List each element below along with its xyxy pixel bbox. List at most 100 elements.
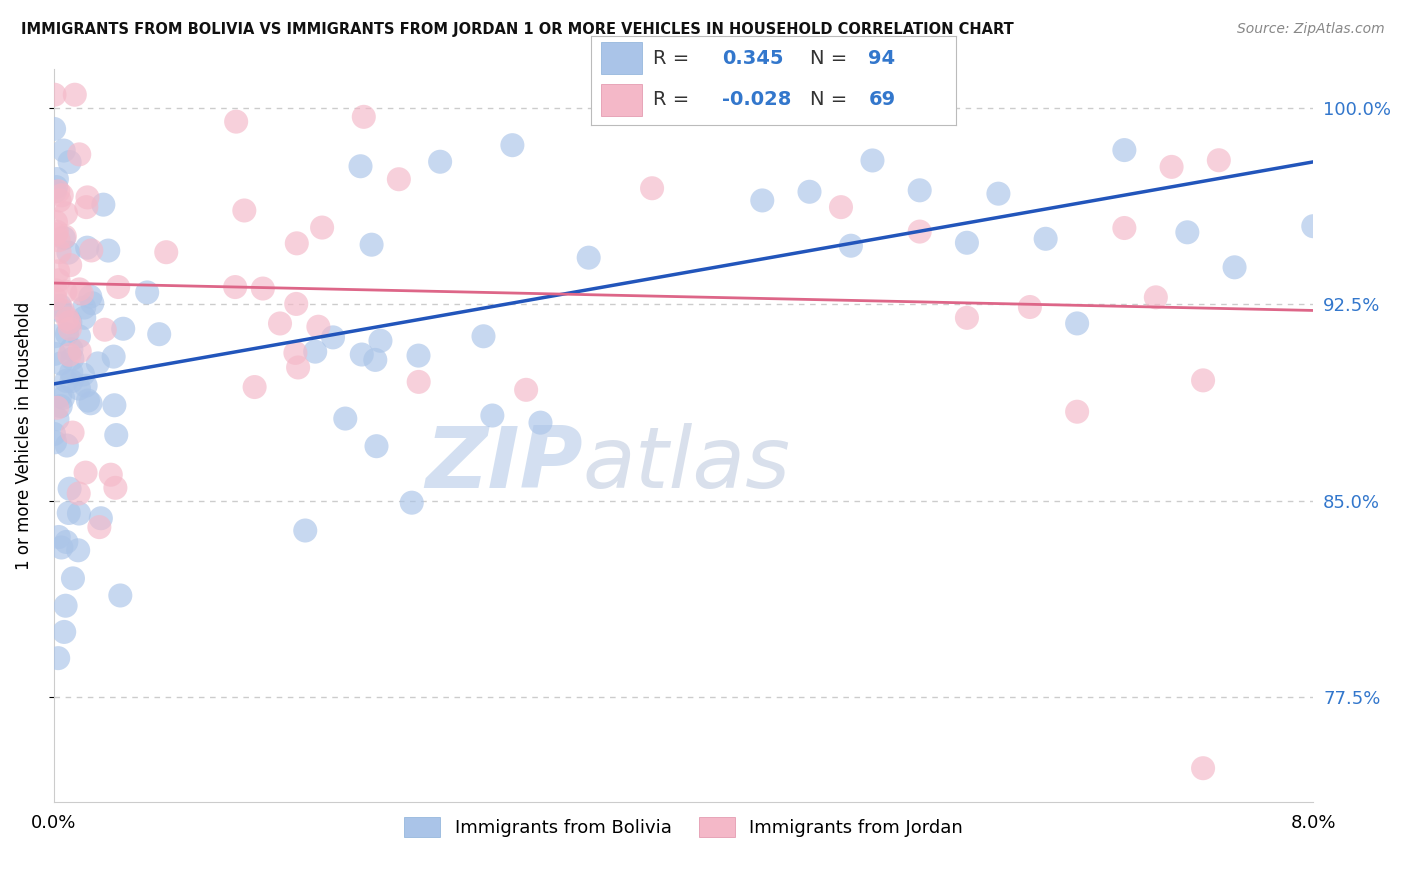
Point bbox=[58, 506, 80, 520]
Point bbox=[48, 245, 70, 260]
Point bbox=[112, 322, 135, 336]
Point bbox=[799, 185, 821, 199]
Point bbox=[45, 215, 67, 229]
Point bbox=[76, 190, 98, 204]
Point bbox=[1192, 761, 1215, 775]
Point bbox=[52, 144, 75, 158]
Point bbox=[155, 245, 177, 260]
Point bbox=[73, 310, 96, 325]
Point bbox=[1192, 373, 1215, 387]
Point bbox=[1175, 225, 1198, 239]
Text: N =: N = bbox=[810, 49, 846, 68]
Point bbox=[79, 290, 101, 304]
Point bbox=[322, 330, 344, 344]
Point bbox=[1381, 87, 1403, 102]
Point bbox=[49, 356, 72, 370]
Point bbox=[225, 114, 247, 128]
Point bbox=[58, 315, 80, 329]
Text: R =: R = bbox=[652, 90, 689, 109]
Point bbox=[70, 286, 93, 301]
Point bbox=[49, 399, 72, 413]
Point bbox=[105, 428, 128, 442]
Text: 69: 69 bbox=[869, 90, 896, 109]
Point bbox=[67, 507, 90, 521]
Point bbox=[52, 391, 75, 405]
Point bbox=[44, 347, 66, 361]
Point bbox=[63, 87, 86, 102]
Point bbox=[67, 329, 90, 343]
Point bbox=[56, 438, 79, 452]
Point bbox=[55, 206, 77, 220]
Point bbox=[46, 264, 69, 278]
Point bbox=[48, 194, 70, 208]
Point bbox=[224, 280, 246, 294]
Point bbox=[908, 225, 931, 239]
Point bbox=[388, 172, 411, 186]
Point bbox=[62, 571, 84, 585]
Point bbox=[51, 541, 73, 555]
Point bbox=[956, 235, 979, 250]
Point bbox=[1035, 232, 1057, 246]
Point bbox=[56, 311, 79, 326]
Point bbox=[769, 87, 792, 102]
Point bbox=[80, 244, 103, 258]
Point bbox=[79, 396, 101, 410]
Point bbox=[49, 389, 72, 403]
Point bbox=[501, 138, 523, 153]
Point bbox=[89, 520, 111, 534]
Point bbox=[48, 233, 70, 247]
Point bbox=[67, 147, 90, 161]
Point bbox=[62, 425, 84, 440]
Point bbox=[93, 197, 115, 211]
Point bbox=[104, 481, 127, 495]
Bar bbox=[602, 42, 641, 74]
Point bbox=[60, 374, 83, 388]
Point bbox=[90, 511, 112, 525]
Point bbox=[515, 383, 537, 397]
Point bbox=[55, 599, 77, 613]
Point bbox=[46, 651, 69, 665]
Point bbox=[1019, 300, 1042, 314]
Point bbox=[87, 356, 110, 370]
Point bbox=[1302, 219, 1324, 234]
Point bbox=[53, 624, 76, 639]
Point bbox=[366, 439, 388, 453]
Point bbox=[408, 349, 430, 363]
Point bbox=[55, 374, 77, 388]
Point bbox=[59, 155, 82, 169]
Point bbox=[350, 347, 373, 361]
Point bbox=[311, 220, 333, 235]
Point bbox=[44, 329, 66, 343]
Point bbox=[908, 183, 931, 197]
Legend: Immigrants from Bolivia, Immigrants from Jordan: Immigrants from Bolivia, Immigrants from… bbox=[396, 809, 970, 845]
Point bbox=[1160, 160, 1182, 174]
Text: 94: 94 bbox=[869, 49, 896, 68]
Point bbox=[481, 409, 503, 423]
Text: IMMIGRANTS FROM BOLIVIA VS IMMIGRANTS FROM JORDAN 1 OR MORE VEHICLES IN HOUSEHOL: IMMIGRANTS FROM BOLIVIA VS IMMIGRANTS FR… bbox=[21, 22, 1014, 37]
Point bbox=[364, 352, 387, 367]
Point bbox=[48, 273, 70, 287]
Point bbox=[429, 154, 451, 169]
Point bbox=[285, 236, 308, 251]
Point bbox=[285, 297, 308, 311]
Point bbox=[51, 188, 73, 202]
Bar bbox=[602, 84, 641, 116]
Point bbox=[42, 427, 65, 442]
Point bbox=[75, 200, 97, 214]
Y-axis label: 1 or more Vehicles in Household: 1 or more Vehicles in Household bbox=[15, 301, 32, 569]
Point bbox=[67, 486, 90, 500]
Point bbox=[67, 382, 90, 396]
Point bbox=[75, 466, 97, 480]
Point bbox=[94, 323, 117, 337]
Point bbox=[100, 467, 122, 482]
Point bbox=[148, 327, 170, 342]
Point bbox=[75, 378, 97, 392]
Point bbox=[751, 194, 773, 208]
Text: atlas: atlas bbox=[583, 423, 790, 507]
Point bbox=[72, 368, 94, 382]
Point bbox=[45, 180, 67, 194]
Point bbox=[349, 159, 371, 173]
Point bbox=[294, 524, 316, 538]
Text: ZIP: ZIP bbox=[425, 423, 583, 507]
Point bbox=[1208, 153, 1230, 168]
